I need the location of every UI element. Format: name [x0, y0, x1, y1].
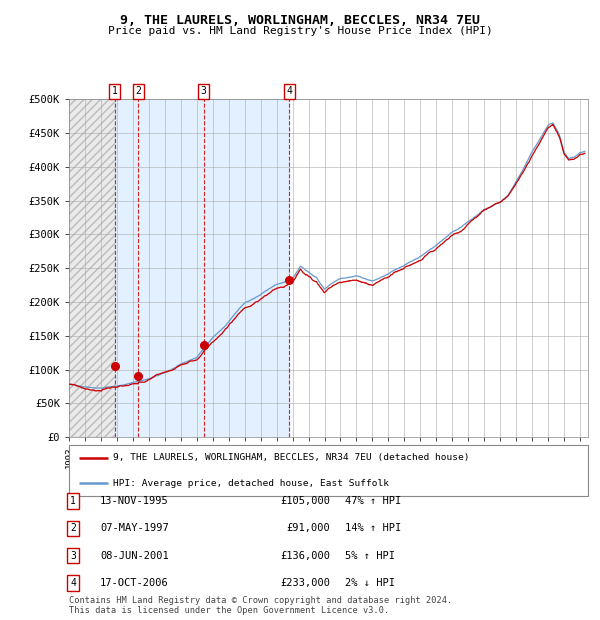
Text: £136,000: £136,000 — [280, 551, 330, 560]
Text: 5% ↑ HPI: 5% ↑ HPI — [345, 551, 395, 560]
Text: 3: 3 — [70, 551, 76, 560]
Text: £105,000: £105,000 — [280, 496, 330, 506]
Text: 3: 3 — [201, 87, 207, 97]
FancyBboxPatch shape — [69, 445, 588, 496]
Bar — [69, 99, 115, 437]
Text: £91,000: £91,000 — [286, 523, 330, 533]
Text: 1: 1 — [70, 496, 76, 506]
Text: 4: 4 — [70, 578, 76, 588]
Text: 08-JUN-2001: 08-JUN-2001 — [100, 551, 169, 560]
Bar — [69, 99, 115, 437]
Text: HPI: Average price, detached house, East Suffolk: HPI: Average price, detached house, East… — [113, 479, 389, 488]
Text: 9, THE LAURELS, WORLINGHAM, BECCLES, NR34 7EU: 9, THE LAURELS, WORLINGHAM, BECCLES, NR3… — [120, 14, 480, 27]
Text: Price paid vs. HM Land Registry's House Price Index (HPI): Price paid vs. HM Land Registry's House … — [107, 26, 493, 36]
Text: 2: 2 — [70, 523, 76, 533]
Text: 2: 2 — [136, 87, 142, 97]
Text: 13-NOV-1995: 13-NOV-1995 — [100, 496, 169, 506]
Text: £233,000: £233,000 — [280, 578, 330, 588]
Text: 47% ↑ HPI: 47% ↑ HPI — [345, 496, 401, 506]
Text: 4: 4 — [286, 87, 292, 97]
Text: 17-OCT-2006: 17-OCT-2006 — [100, 578, 169, 588]
Text: 9, THE LAURELS, WORLINGHAM, BECCLES, NR34 7EU (detached house): 9, THE LAURELS, WORLINGHAM, BECCLES, NR3… — [113, 453, 470, 463]
Text: 2% ↓ HPI: 2% ↓ HPI — [345, 578, 395, 588]
Bar — [115, 99, 289, 437]
Text: 14% ↑ HPI: 14% ↑ HPI — [345, 523, 401, 533]
Text: Contains HM Land Registry data © Crown copyright and database right 2024.
This d: Contains HM Land Registry data © Crown c… — [69, 596, 452, 615]
Text: 1: 1 — [112, 87, 118, 97]
Text: 07-MAY-1997: 07-MAY-1997 — [100, 523, 169, 533]
